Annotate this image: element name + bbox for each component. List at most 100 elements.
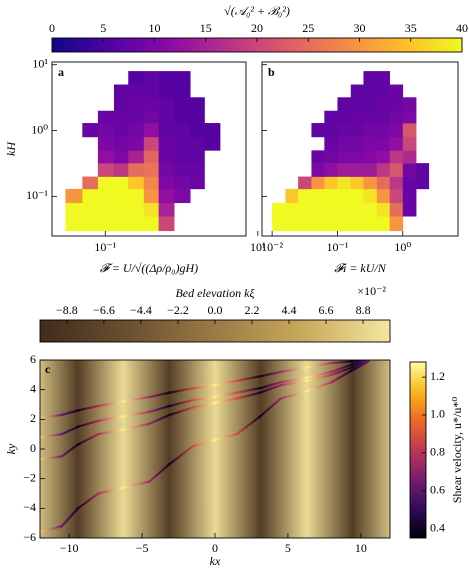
trajectory-segment [76,404,100,412]
heatmap-cell [389,216,404,232]
heatmap-cell [363,110,378,124]
trajectory-segment [305,370,333,379]
heatmap-cell [324,123,338,138]
heatmap-cell [402,136,417,151]
heatmap-cell [376,71,390,85]
trajectory-segment [235,375,262,382]
heatmap-cell [143,97,159,112]
heatmap-cell [324,202,338,217]
trajectory-segment [122,480,151,489]
trajectory-group [40,360,370,534]
trajectory-point [350,369,354,372]
heatmap-cell [97,163,115,177]
heatmap-cell [97,123,115,138]
heatmap-cell [402,150,417,164]
colorbar-tick-label: 2.2 [245,303,260,317]
axes-frame [51,61,247,237]
heatmap-cell [97,150,115,164]
panel-label: c [45,362,51,376]
colorbar-tick-label: 6.6 [319,303,334,317]
y-tick-label: 10⁰ [31,122,48,136]
heatmap-cell [389,123,404,138]
heatmap-cell [324,163,338,177]
heatmap-cell [389,163,404,177]
x-tick-label: −5 [136,541,149,555]
trajectory-segment [97,428,125,436]
heatmap-cell [128,163,145,177]
trajectory-point [97,432,100,436]
trajectory-point [330,370,333,374]
trajectory-point [76,409,80,412]
y-tick-label: 0 [30,441,36,455]
heatmap-cell [113,163,129,177]
heatmap-cell [324,176,338,190]
trajectory-point [235,397,239,400]
x-tick-label: 10⁻¹ [94,240,116,254]
trajectory-segment [259,381,282,390]
heatmap-cell [143,216,159,232]
trajectory-point [235,432,239,436]
heatmap-cell [285,216,299,232]
heatmap-cell [337,123,352,138]
trajectory-point [350,366,354,369]
heatmap-cell [128,136,145,151]
trajectory-point [148,480,151,483]
x-tick-label: 0 [212,541,218,555]
trajectory-segment [192,439,217,448]
heatmap-cell [324,150,338,164]
trajectory-segment [235,415,262,436]
trajectory-segment [97,400,125,408]
heatmap-cell [363,97,378,112]
trajectory-point [148,422,151,425]
trajectory-point [191,386,195,390]
colorbar-tick-label: 20 [251,21,263,35]
trajectory-point [330,381,333,384]
heatmap-cell [363,163,378,177]
trajectory-segment [148,462,171,483]
heatmap-cell [376,216,390,232]
heatmap-cell [158,163,175,177]
heatmap-cell [113,176,129,190]
trajectory-point [97,404,100,408]
trajectory-segment [192,384,217,390]
trajectory-segment [330,363,354,373]
trajectory-segment [279,366,308,373]
trajectory-segment [279,390,308,400]
colorbar-tick-label: −2.2 [167,303,189,317]
trajectory-point [121,415,125,418]
heatmap-cell [298,188,312,204]
trajectory-point [330,373,333,377]
trajectory-segment [60,443,80,458]
colorbar-tick-label: 0.6 [430,482,445,496]
trajectory-point [168,391,171,394]
heatmap-cell [143,188,159,204]
heatmap-cell [350,150,364,164]
x-axis-label: kx [210,554,221,568]
heatmap-cell [128,97,145,112]
heatmap-cell [402,176,417,190]
colorbar-tick-label: 10 [149,21,161,35]
heatmap-cell [272,202,286,217]
trajectory-segment [350,360,370,372]
trajectory-segment [330,360,354,365]
trajectory-segment [259,370,282,378]
trajectory-point [305,379,309,382]
heatmap-cell [143,150,159,164]
heatmap-cell [97,136,115,151]
colorbar-tick-label: 8.8 [356,303,371,317]
heatmap-cell [363,188,378,204]
heatmap-cell [174,163,191,177]
x-axis-label: 𝓕ɪ = kU/N [334,261,387,275]
heatmap-cell [143,202,159,217]
heatmap-cell [311,163,325,177]
bed-background [40,360,390,538]
trajectory-point [259,386,262,390]
heatmap-cell [337,97,352,112]
heatmap-cell [128,176,145,190]
x-tick-label: 10⁰ [394,240,411,254]
heatmap-cell [143,110,159,124]
heatmap-cell [190,136,205,151]
heatmap-cell [190,163,205,177]
heatmap-cell [402,202,417,217]
heatmap-cell [190,123,205,138]
